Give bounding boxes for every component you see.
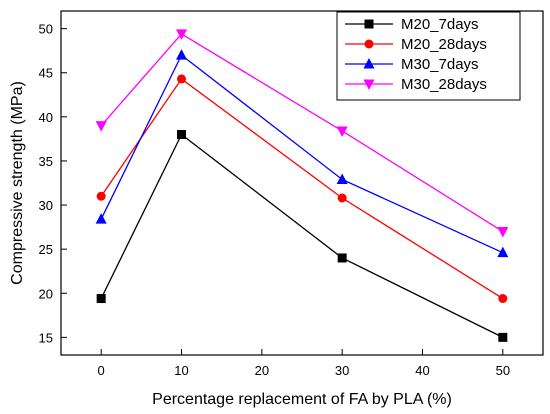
data-point: [176, 49, 187, 60]
y-axis: 15 20 25 30 35 40 45 50: [39, 22, 67, 345]
x-tick-label: 40: [415, 363, 429, 378]
data-point: [337, 253, 347, 263]
legend-item: M30_7days: [345, 56, 479, 73]
y-tick-label: 45: [39, 66, 53, 81]
legend-label: M30_28days: [401, 76, 487, 93]
series-m30-28days: [95, 29, 509, 238]
legend-marker: [363, 79, 375, 90]
data-point: [497, 246, 509, 258]
x-tick-label: 20: [255, 363, 269, 378]
legend-marker: [364, 39, 374, 49]
x-tick-label: 50: [496, 363, 510, 378]
legend-label: M20_7days: [401, 16, 479, 33]
legend-item: M30_28days: [345, 76, 487, 93]
y-tick-label: 15: [39, 330, 53, 345]
data-point: [95, 121, 107, 132]
data-point: [498, 294, 508, 304]
series-m30-7days: [95, 49, 509, 258]
data-point: [176, 29, 187, 40]
series-line: [100, 54, 504, 254]
series-line: [100, 133, 504, 338]
legend-item: M20_7days: [345, 16, 479, 33]
y-tick-label: 50: [39, 22, 53, 37]
x-axis: 0 10 20 30 40 50: [98, 349, 510, 378]
legend-label: M30_7days: [401, 56, 479, 73]
data-point: [96, 191, 106, 201]
legend: M20_7days M20_28days M30_7days M30_28days: [336, 11, 521, 101]
x-axis-label: Percentage replacement of FA by PLA (%): [152, 391, 452, 408]
data-point: [497, 227, 509, 238]
legend-item: M20_28days: [345, 36, 487, 53]
data-point: [498, 332, 508, 342]
legend-label: M20_28days: [401, 36, 487, 53]
y-axis-label: Compressive strength (MPa): [9, 81, 26, 285]
series-m20-7days: [96, 129, 508, 342]
x-tick-label: 0: [98, 363, 105, 378]
legend-marker: [363, 58, 375, 69]
plot-frame: [60, 10, 544, 356]
data-point: [95, 213, 107, 224]
y-tick-label: 35: [39, 154, 53, 169]
y-tick-label: 40: [39, 110, 53, 125]
series-line: [100, 77, 504, 300]
data-point: [177, 129, 186, 139]
x-tick-label: 30: [335, 363, 349, 378]
legend-marker: [364, 19, 374, 29]
data-point: [96, 294, 106, 304]
data-point: [336, 126, 348, 137]
series-m20-28days: [96, 74, 508, 304]
series-line: [100, 33, 504, 233]
y-tick-label: 25: [39, 242, 53, 257]
y-tick-label: 20: [39, 286, 53, 301]
y-tick-label: 30: [39, 198, 53, 213]
data-point: [337, 193, 347, 203]
series-layer: [95, 29, 509, 342]
data-point: [177, 74, 186, 84]
data-point: [336, 173, 348, 184]
x-tick-label: 10: [174, 363, 188, 378]
